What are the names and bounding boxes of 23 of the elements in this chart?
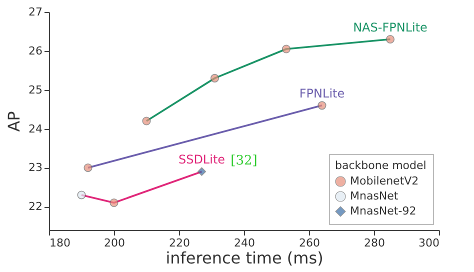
x-tick-label: 240 — [234, 236, 255, 250]
y-axis-title: AP — [4, 110, 24, 132]
x-tick-label: 260 — [299, 236, 320, 250]
x-axis-title: inference time (ms) — [166, 248, 324, 268]
legend-label: MnasNet-92 — [350, 204, 416, 218]
x-tick-label: 280 — [364, 236, 385, 250]
legend-label: MnasNet — [350, 190, 399, 202]
y-tick-label: 22 — [28, 200, 42, 214]
y-tick-label: 26 — [28, 44, 42, 58]
series-label: SSDLite — [178, 152, 226, 167]
y-tick-label: 25 — [28, 83, 42, 96]
series-label: FPNLite — [299, 86, 345, 100]
annotation: [32] — [230, 154, 258, 169]
y-tick-label: 27 — [28, 6, 42, 18]
series-label: NAS-FPNLite — [353, 20, 428, 34]
x-tick-label: 200 — [104, 236, 125, 250]
legend-title: backbone model — [335, 159, 426, 172]
x-tick-label: 300 — [418, 236, 440, 250]
y-tick-label: 23 — [28, 161, 42, 174]
y-tick-label: 24 — [28, 122, 42, 136]
x-tick-label: 220 — [169, 236, 190, 250]
legend-label: MobilenetV2 — [350, 174, 419, 188]
x-tick-label: 180 — [50, 236, 70, 250]
